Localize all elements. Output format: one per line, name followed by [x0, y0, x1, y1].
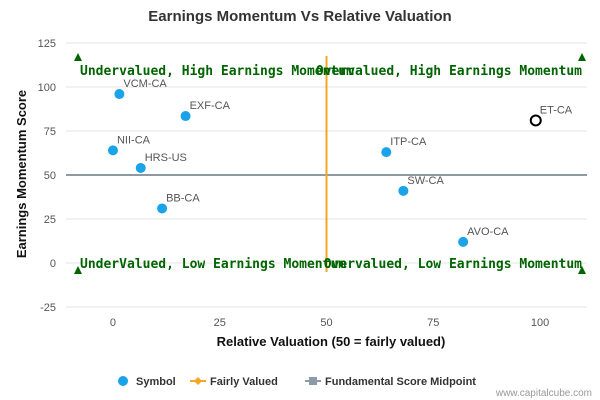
x-tick-label: 100 — [531, 317, 549, 329]
legend-label: Fundamental Score Midpoint — [325, 376, 476, 388]
up-arrow-icon — [578, 53, 586, 61]
data-point[interactable] — [180, 111, 191, 122]
chart-title: Earnings Momentum Vs Relative Valuation — [148, 8, 451, 25]
data-point-label: BB-CA — [166, 192, 200, 204]
quadrant-labels: Undervalued, High Earnings MomentumOverv… — [80, 64, 582, 272]
data-point-label: ET-CA — [540, 104, 573, 116]
data-point-label: VCM-CA — [123, 78, 167, 90]
data-point[interactable] — [381, 147, 392, 158]
y-tick-label: 0 — [50, 258, 56, 270]
data-point[interactable] — [114, 89, 125, 100]
quadrant-label: UnderValued, Low Earnings Momentum — [80, 257, 346, 272]
legend-circle-icon — [118, 376, 128, 386]
up-arrow-icon — [578, 266, 586, 274]
y-tick-label: 25 — [44, 214, 56, 226]
x-axis-ticks: 0 25 50 75 100 — [110, 317, 549, 329]
data-points: VCM-CA EXF-CA NII-CA HRS-US BB-CA ITP-CA SW-CA… — [107, 78, 573, 247]
data-point[interactable] — [107, 145, 118, 156]
data-point[interactable] — [458, 236, 469, 247]
quadrant-label: Overvalued, High Earnings Momentum — [316, 64, 582, 79]
data-point[interactable] — [157, 203, 168, 214]
source-credit: www.capitalcube.com — [495, 388, 592, 399]
legend-diamond-icon — [194, 377, 202, 385]
legend-label: Fairly Valued — [210, 376, 278, 388]
x-tick-label: 25 — [214, 317, 226, 329]
legend[interactable]: Symbol Fairly Valued Fundamental Score Mid… — [118, 376, 476, 388]
legend-item[interactable]: Symbol — [118, 376, 176, 388]
x-tick-label: 50 — [320, 317, 332, 329]
up-arrow-icon — [74, 53, 82, 61]
y-tick-label: 100 — [38, 82, 56, 94]
y-axis-title: Earnings Momentum Score — [14, 90, 29, 258]
legend-square-icon — [309, 377, 317, 385]
legend-item[interactable]: Fairly Valued — [190, 376, 278, 388]
data-point-label: EXF-CA — [190, 100, 231, 112]
x-axis-title: Relative Valuation (50 = fairly valued) — [217, 334, 446, 349]
y-tick-label: 75 — [44, 126, 56, 138]
data-point[interactable] — [135, 162, 146, 173]
legend-item[interactable]: Fundamental Score Midpoint — [305, 376, 476, 388]
data-point[interactable] — [398, 185, 409, 196]
data-point-highlighted[interactable] — [529, 114, 542, 127]
x-tick-label: 75 — [427, 317, 439, 329]
y-tick-label: 50 — [44, 170, 56, 182]
y-tick-label: 125 — [38, 38, 56, 50]
data-point-label: NII-CA — [117, 134, 151, 146]
up-arrow-icon — [74, 266, 82, 274]
x-tick-label: 0 — [110, 317, 116, 329]
data-point-label: HRS-US — [145, 152, 187, 164]
data-point-label: SW-CA — [407, 175, 444, 187]
quadrant-label: Undervalued, High Earnings Momentum — [80, 64, 354, 79]
quadrant-label: Overvalued, Low Earnings Momentum — [324, 257, 582, 272]
y-axis-ticks: -25 0 25 50 75 100 125 — [38, 38, 56, 314]
data-point-label: ITP-CA — [390, 136, 427, 148]
data-point-label: AVO-CA — [467, 226, 509, 238]
legend-label: Symbol — [136, 376, 176, 388]
quadrant-arrows — [74, 53, 586, 274]
y-tick-label: -25 — [40, 302, 56, 314]
